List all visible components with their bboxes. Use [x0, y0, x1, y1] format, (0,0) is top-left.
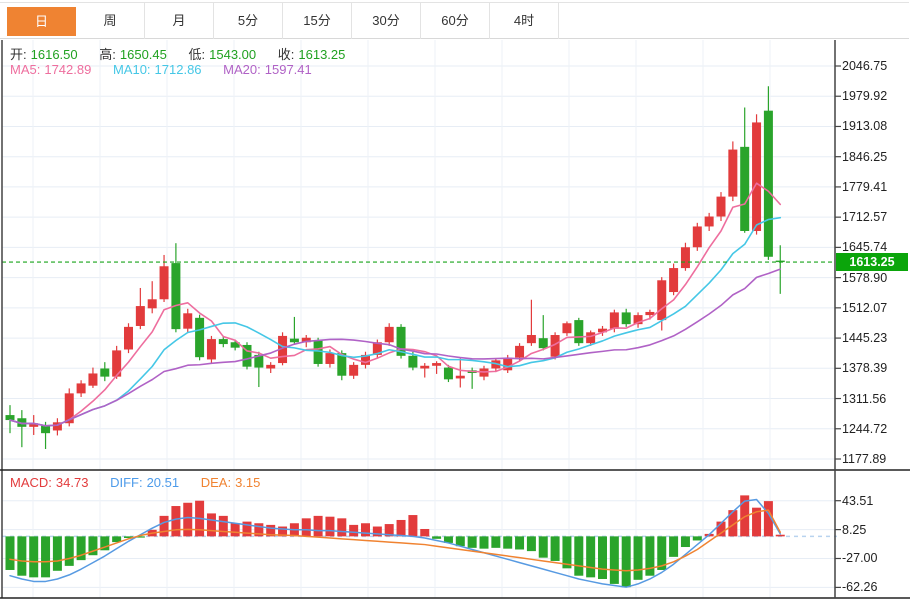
price-tick-label: 1979.92: [842, 89, 888, 104]
price-tick-label: 1645.74: [842, 240, 888, 255]
close-label: 收:: [277, 47, 295, 62]
ma-header: MA5: 1742.89 MA10: 1712.86 MA20: 1597.41: [10, 62, 316, 77]
macd-tick-label: -27.00: [842, 551, 878, 566]
macd-value: 34.73: [55, 475, 89, 490]
tab-day[interactable]: 日: [7, 7, 76, 36]
ma20-label: MA20:: [223, 62, 261, 77]
open-label: 开:: [10, 47, 27, 62]
tab-week[interactable]: 周: [76, 3, 145, 39]
diff-value: 20.51: [146, 475, 180, 490]
macd-tick-label: 43.51: [842, 493, 874, 508]
tab-4hour[interactable]: 4时: [490, 3, 559, 39]
price-tick-label: 1846.25: [842, 149, 888, 164]
close-value: 1613.25: [298, 47, 346, 62]
price-tick-label: 1177.89: [842, 452, 887, 466]
ma5-value: 1742.89: [44, 62, 92, 77]
high-label: 高:: [99, 47, 116, 62]
macd-tick-label: 8.25: [842, 522, 867, 537]
ma5-label: MA5:: [10, 62, 41, 77]
price-tick-label: 1779.41: [842, 179, 888, 194]
price-tick-label: 1913.08: [842, 119, 888, 134]
price-tick-label: 2046.75: [842, 59, 888, 73]
high-value: 1650.45: [119, 47, 167, 62]
macd-tick-label: -62.26: [842, 580, 878, 595]
price-tick-label: 1578.90: [842, 270, 888, 285]
price-tick-label: 1311.56: [842, 391, 887, 406]
ma10-label: MA10:: [112, 62, 151, 77]
price-tick-label: 1512.07: [842, 300, 888, 315]
last-price-badge: 1613.25: [836, 253, 908, 272]
low-value: 1543.00: [209, 47, 257, 62]
price-tick-label: 1378.39: [842, 361, 888, 376]
low-label: 低:: [188, 47, 206, 62]
open-value: 1616.50: [30, 47, 78, 62]
price-tick-label: 1445.23: [842, 331, 888, 346]
macd-header: MACD: 34.73 DIFF: 20.51 DEA: 3.15: [10, 475, 264, 490]
tab-60min[interactable]: 60分: [421, 3, 490, 39]
tab-15min[interactable]: 15分: [283, 3, 352, 39]
price-tick-label: 1244.72: [842, 421, 888, 436]
ma10-value: 1712.86: [154, 62, 202, 77]
dea-value: 3.15: [235, 475, 261, 490]
tab-month[interactable]: 月: [145, 3, 214, 39]
tab-30min[interactable]: 30分: [352, 3, 421, 39]
ma20-value: 1597.41: [264, 62, 312, 77]
diff-label: DIFF:: [110, 475, 143, 490]
ohlc-header: 开: 1616.50 高: 1650.45 低: 1543.00 收: 1613.25: [10, 44, 349, 63]
dea-label: DEA:: [200, 475, 232, 490]
tab-5min[interactable]: 5分: [214, 3, 283, 39]
period-tabbar: 日 周 月 5分 15分 30分 60分 4时: [0, 2, 909, 39]
price-tick-label: 1712.57: [842, 210, 888, 225]
macd-label: MACD:: [10, 475, 52, 490]
